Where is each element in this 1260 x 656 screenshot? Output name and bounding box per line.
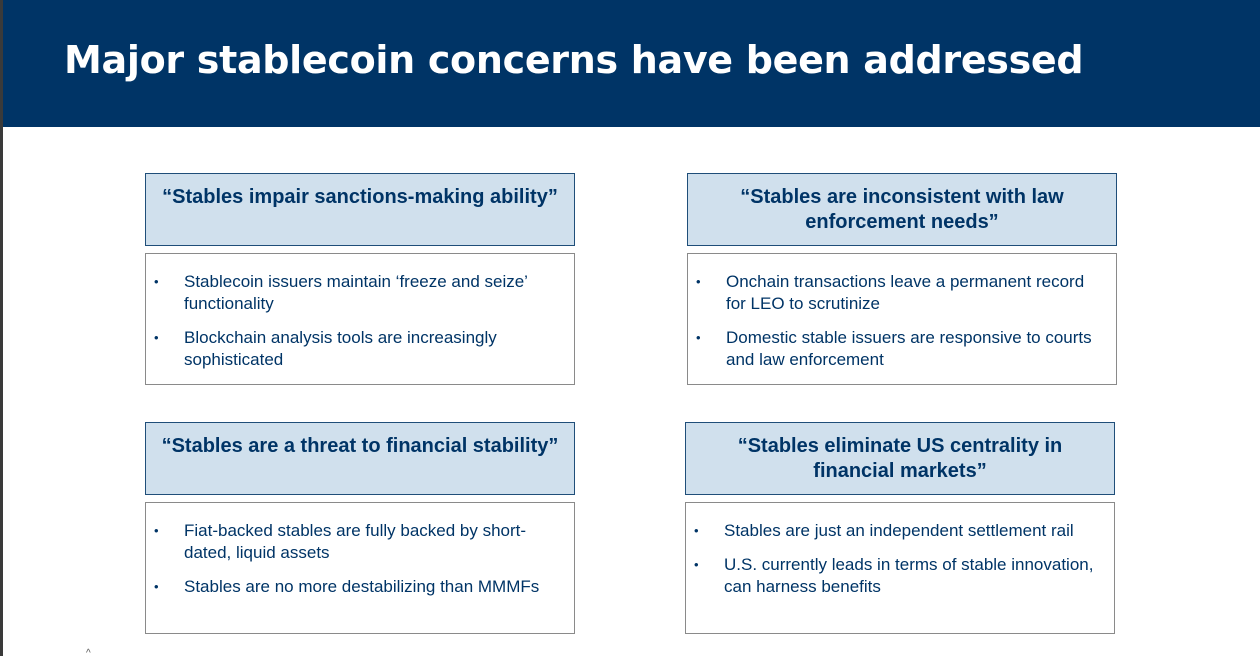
concern-sanctions-title: “Stables impair sanctions-making ability…	[145, 173, 575, 246]
list-item: • Domestic stable issuers are responsive…	[688, 327, 1104, 371]
list-item: • Stables are just an independent settle…	[686, 520, 1102, 542]
bullet-icon: •	[696, 330, 701, 345]
concern-sanctions-body: • Stablecoin issuers maintain ‘freeze an…	[145, 253, 575, 385]
bullet-text: Domestic stable issuers are responsive t…	[726, 328, 1092, 369]
bullet-icon: •	[154, 523, 159, 538]
bullet-list: • Stables are just an independent settle…	[686, 520, 1102, 598]
list-item: • Fiat-backed stables are fully backed b…	[146, 520, 562, 564]
list-item: • Stablecoin issuers maintain ‘freeze an…	[146, 271, 562, 315]
bullet-icon: •	[154, 274, 159, 289]
bullet-icon: •	[154, 330, 159, 345]
bullet-icon: •	[696, 274, 701, 289]
concern-us-centrality-title: “Stables eliminate US centrality in fina…	[685, 422, 1115, 495]
bullet-text: Stables are no more destabilizing than M…	[184, 577, 540, 596]
bullet-text: Stables are just an independent settleme…	[724, 521, 1074, 540]
bullet-list: • Fiat-backed stables are fully backed b…	[146, 520, 562, 598]
list-item: • Stables are no more destabilizing than…	[146, 576, 562, 598]
header-bar: Major stablecoin concerns have been addr…	[3, 0, 1260, 127]
list-item: • Blockchain analysis tools are increasi…	[146, 327, 562, 371]
bullet-text: Stablecoin issuers maintain ‘freeze and …	[184, 272, 528, 313]
bullet-icon: •	[694, 557, 699, 572]
concern-law-enforcement-title: “Stables are inconsistent with law enfor…	[687, 173, 1117, 246]
concern-law-enforcement-body: • Onchain transactions leave a permanent…	[687, 253, 1117, 385]
concern-us-centrality-body: • Stables are just an independent settle…	[685, 502, 1115, 634]
bullet-text: Blockchain analysis tools are increasing…	[184, 328, 497, 369]
bullet-text: Onchain transactions leave a permanent r…	[726, 272, 1085, 313]
bullet-list: • Onchain transactions leave a permanent…	[688, 271, 1104, 371]
window-edge	[0, 0, 3, 656]
slide-title: Major stablecoin concerns have been addr…	[64, 38, 1084, 82]
caret-up-icon: ^	[86, 648, 91, 656]
list-item: • U.S. currently leads in terms of stabl…	[686, 554, 1102, 598]
concern-stability-title: “Stables are a threat to financial stabi…	[145, 422, 575, 495]
bullet-icon: •	[154, 579, 159, 594]
bullet-list: • Stablecoin issuers maintain ‘freeze an…	[146, 271, 562, 371]
list-item: • Onchain transactions leave a permanent…	[688, 271, 1104, 315]
bullet-text: Fiat-backed stables are fully backed by …	[184, 521, 527, 562]
bullet-text: U.S. currently leads in terms of stable …	[724, 555, 1094, 596]
bullet-icon: •	[694, 523, 699, 538]
concern-stability-body: • Fiat-backed stables are fully backed b…	[145, 502, 575, 634]
